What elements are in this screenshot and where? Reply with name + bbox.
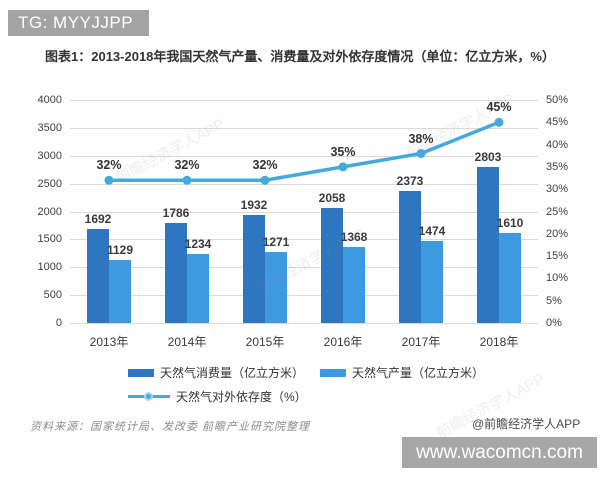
y-axis-left-label: 0 [55, 317, 62, 329]
production-bar [187, 254, 209, 323]
production-bar [343, 246, 365, 323]
dependency-line [107, 120, 501, 183]
url-watermark-banner: www.wacomcn.com [402, 437, 597, 468]
y-axis-right-label: 25% [546, 205, 569, 218]
consumption-bar [399, 190, 421, 323]
legend: 天然气消费量（亿立方米） 天然气产量（亿立方米） 天然气对外依存度（%） [128, 364, 528, 405]
y-axis-left-label: 2500 [37, 177, 62, 190]
gridline [70, 183, 538, 185]
bar-value-label: 1474 [418, 223, 446, 238]
bar-value-label: 2373 [396, 173, 424, 188]
bar-value-label: 1271 [262, 235, 290, 250]
y-axis-right-label: 10% [546, 272, 569, 285]
line-marker [182, 175, 192, 185]
dependency-pct-label: 45% [486, 100, 512, 115]
y-axis-right-label: 0% [546, 317, 562, 329]
gridline [70, 100, 538, 101]
consumption-bar [477, 166, 499, 323]
bar-value-label: 1129 [106, 243, 134, 258]
legend-line-swatch-icon [128, 392, 170, 401]
production-bar [265, 252, 287, 323]
consumption-bar [87, 228, 109, 323]
x-axis-label: 2016年 [323, 335, 363, 349]
legend-bar-swatch-icon [128, 368, 154, 377]
consumption-bar [321, 208, 343, 323]
credit-label: @前瞻经济学人APP [472, 417, 581, 431]
y-axis-left-label: 3000 [37, 149, 62, 162]
y-axis-left-label: 3500 [37, 121, 62, 134]
gridline [70, 127, 538, 129]
bar-value-label: 1610 [496, 216, 524, 231]
source-note: 资料来源：国家统计局、发改委 前瞻产业研究院整理 [30, 421, 311, 433]
x-axis-label: 2013年 [89, 335, 129, 349]
gridline [70, 155, 538, 157]
y-axis-right-label: 20% [546, 227, 569, 240]
gridline [70, 211, 538, 213]
dependency-pct-label: 32% [96, 158, 122, 173]
gridline [70, 239, 538, 241]
legend-label: 天然气对外依存度（%） [176, 390, 307, 404]
production-bar [109, 260, 131, 323]
bar-value-label: 1234 [184, 237, 212, 252]
gridline [70, 323, 538, 324]
line-marker [494, 117, 504, 127]
y-axis-left-label: 4000 [37, 94, 62, 106]
bar-value-label: 1368 [340, 229, 368, 244]
dependency-pct-label: 35% [330, 144, 356, 159]
legend-label: 天然气消费量（亿立方米） [160, 366, 305, 380]
x-axis-label: 2018年 [479, 335, 519, 349]
y-axis-right-label: 5% [546, 294, 562, 307]
y-axis-right-label: 30% [546, 183, 569, 196]
bar-value-label: 1932 [240, 198, 268, 213]
legend-bar-swatch-icon [320, 368, 347, 377]
tg-watermark-banner: TG: MYYJJPP [8, 10, 149, 36]
legend-label: 天然气产量（亿立方米） [352, 366, 485, 380]
y-axis-left-label: 1500 [37, 233, 62, 246]
legend-item: 天然气产量（亿立方米） [320, 364, 484, 381]
bar-value-label: 2058 [318, 191, 346, 206]
dependency-pct-label: 38% [408, 131, 434, 146]
x-axis-label: 2014年 [167, 335, 207, 349]
consumption-bar [165, 223, 187, 323]
line-marker [416, 149, 426, 159]
x-axis-label: 2017年 [401, 335, 441, 349]
line-marker [260, 175, 270, 185]
dependency-pct-label: 32% [174, 158, 200, 173]
y-axis-left-label: 2000 [37, 205, 62, 218]
production-bar [421, 240, 443, 323]
bar-value-label: 1786 [162, 206, 190, 221]
y-axis-right-label: 40% [546, 138, 569, 151]
line-marker [104, 175, 114, 185]
legend-item: 天然气对外依存度（%） [128, 388, 307, 405]
line-marker [338, 162, 348, 172]
bar-value-label: 1692 [84, 211, 112, 226]
dependency-line-layer [104, 117, 504, 185]
y-axis-right-label: 15% [546, 250, 569, 263]
plot-area [70, 100, 538, 324]
y-axis-left-label: 1000 [37, 261, 62, 274]
y-axis-left-label: 500 [43, 289, 62, 302]
production-bar [499, 233, 521, 323]
x-axis-label: 2015年 [245, 335, 285, 349]
y-axis-right-label: 35% [546, 160, 569, 173]
y-axis-right-label: 45% [546, 116, 569, 129]
gridline [70, 267, 538, 269]
gridline [70, 295, 538, 297]
dependency-pct-label: 32% [252, 158, 278, 173]
consumption-bar [243, 215, 265, 323]
legend-item: 天然气消费量（亿立方米） [128, 364, 304, 381]
chart-title: 图表1：2013-2018年我国天然气产量、消费量及对外依存度情况（单位：亿立方… [45, 49, 555, 64]
bar-value-label: 2803 [474, 149, 502, 164]
y-axis-right-label: 50% [546, 94, 569, 106]
